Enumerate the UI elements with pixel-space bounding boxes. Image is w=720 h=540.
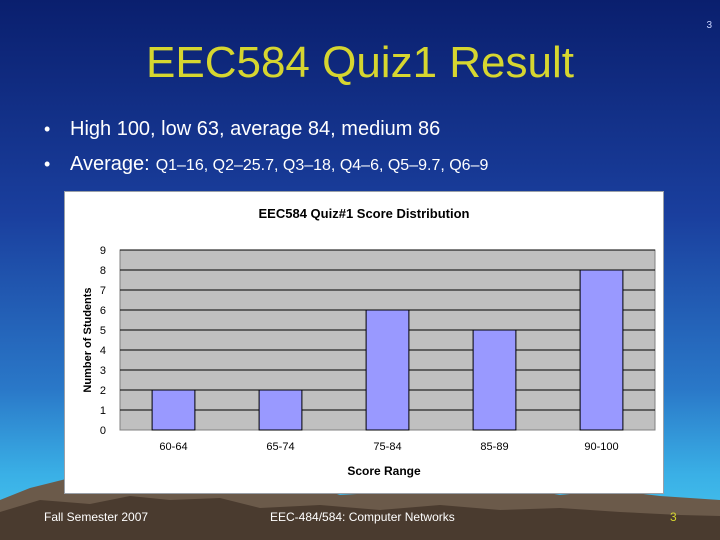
footer-center: EEC-484/584: Computer Networks <box>270 510 455 524</box>
x-tick-label: 85-89 <box>480 441 508 453</box>
y-tick-label: 8 <box>100 265 106 277</box>
chart-panel: EEC584 Quiz#1 Score Distribution Number … <box>64 191 664 494</box>
bullet-lead-text: Average: <box>70 153 150 175</box>
x-tick-label: 60-64 <box>159 441 187 453</box>
bar-90-100 <box>579 269 624 431</box>
bullet-detail-text: Q1–16, Q2–25.7, Q3–18, Q4–6, Q5–9.7, Q6–… <box>155 157 489 174</box>
bullet-text: High 100, low 63, average 84, medium 86 <box>70 118 441 140</box>
bar-65-74 <box>258 389 303 431</box>
bar-85-89 <box>472 329 517 431</box>
y-tick-label: 6 <box>100 305 106 317</box>
bar-75-84 <box>365 309 410 431</box>
bullet-dot-icon: • <box>44 154 51 174</box>
bullet-dot-icon: • <box>44 119 51 139</box>
plot-area: 0 1 2 3 4 5 6 7 8 9 60-64 65-74 75-84 85-89 90-100 <box>100 245 656 453</box>
y-tick-label: 9 <box>100 245 106 257</box>
chart-y-axis-label: Number of Students <box>82 287 94 392</box>
y-tick-label: 4 <box>100 345 106 357</box>
bullet-item: • High 100, low 63, average 84, medium 8… <box>44 118 488 141</box>
footer-left: Fall Semester 2007 <box>44 510 149 524</box>
y-tick-label: 0 <box>100 425 106 437</box>
slide-page-number-top: 3 <box>706 20 712 31</box>
bar-60-64 <box>151 389 196 431</box>
y-tick-label: 3 <box>100 365 106 377</box>
bullet-list: • High 100, low 63, average 84, medium 8… <box>44 118 488 188</box>
y-tick-label: 5 <box>100 325 106 337</box>
y-tick-label: 1 <box>100 405 106 417</box>
bullet-item: • Average: Q1–16, Q2–25.7, Q3–18, Q4–6, … <box>44 153 488 176</box>
x-tick-label: 65-74 <box>266 441 294 453</box>
y-tick-label: 2 <box>100 385 106 397</box>
slide-title: EEC584 Quiz1 Result <box>146 38 574 87</box>
x-tick-label: 75-84 <box>373 441 401 453</box>
bar-chart: EEC584 Quiz#1 Score Distribution Number … <box>82 206 656 478</box>
y-tick-label: 7 <box>100 285 106 297</box>
x-tick-label: 90-100 <box>584 441 618 453</box>
footer-page-number: 3 <box>670 510 677 524</box>
chart-title: EEC584 Quiz#1 Score Distribution <box>259 206 470 221</box>
chart-x-axis-label: Score Range <box>347 464 421 478</box>
